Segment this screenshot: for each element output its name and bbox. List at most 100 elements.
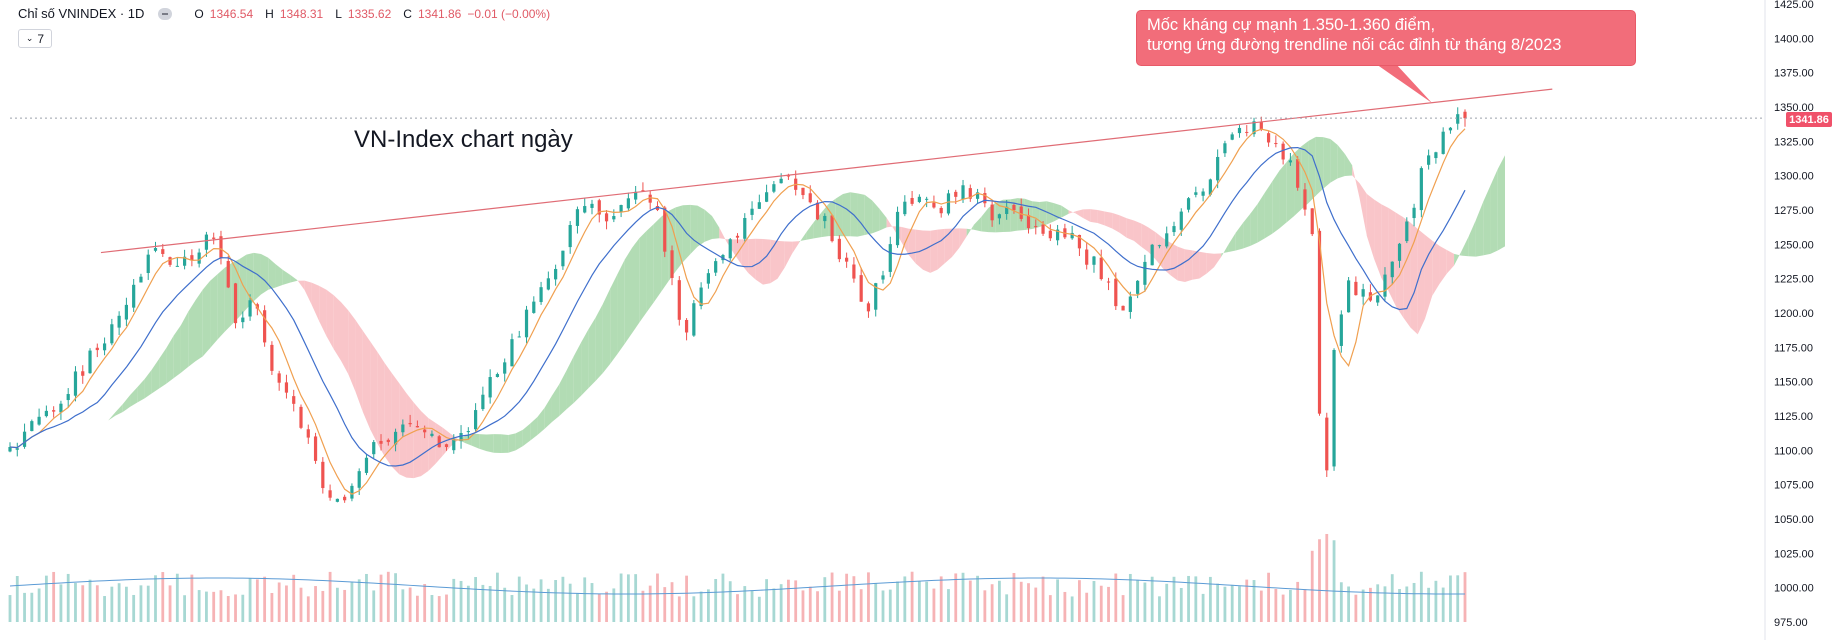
cloud-segment <box>784 241 793 268</box>
candle-body <box>641 190 645 192</box>
volume-bar <box>823 577 827 622</box>
hide-series-icon[interactable] <box>158 7 173 20</box>
volume-bar <box>1267 572 1270 622</box>
cloud-segment <box>952 228 960 257</box>
cloud-segment <box>319 285 327 337</box>
cloud-segment <box>1446 249 1455 274</box>
candle-body <box>299 406 303 428</box>
cloud-segment <box>130 387 138 407</box>
volume-bar <box>423 584 427 622</box>
cloud-segment <box>1483 185 1491 256</box>
volume-bar <box>597 593 601 622</box>
candle-body <box>866 303 871 312</box>
cloud-segment <box>581 329 589 396</box>
volume-bar <box>52 571 56 622</box>
candle-body <box>1194 192 1198 195</box>
candle-body <box>401 424 405 433</box>
cloud-segment <box>602 288 611 373</box>
candle-body <box>292 396 296 404</box>
candle-body <box>1026 215 1031 229</box>
y-tick-label: 975.00 <box>1774 617 1808 629</box>
y-tick-label: 1300.00 <box>1774 171 1814 183</box>
volume-bar <box>110 586 114 622</box>
volume-bar <box>670 582 674 622</box>
symbol-title[interactable]: Chỉ số VNINDEX · 1D <box>18 6 145 21</box>
candle-body <box>1230 134 1234 140</box>
y-tick-label: 1375.00 <box>1774 68 1814 80</box>
cloud-segment <box>1279 161 1287 229</box>
volume-bar <box>66 573 70 622</box>
candle-body <box>910 197 914 204</box>
cloud-segment <box>1243 213 1251 249</box>
volume-bar <box>292 574 296 622</box>
candle-body <box>1339 314 1343 346</box>
cloud-segment <box>159 347 167 389</box>
volume-bar <box>830 572 834 622</box>
volume-bar <box>1303 589 1307 622</box>
volume-bar <box>401 589 405 622</box>
candle-body <box>1121 305 1125 311</box>
cloud-segment <box>1468 220 1476 257</box>
candle-body <box>706 273 710 284</box>
volume-bar <box>1434 580 1438 622</box>
cloud-segment <box>857 193 865 237</box>
candle-body <box>692 303 696 336</box>
cloud-segment <box>210 274 218 349</box>
indicators-toggle-button[interactable]: ⌄ 7 <box>18 29 52 48</box>
candlesticks <box>8 107 1467 503</box>
volume-bar <box>1419 571 1423 622</box>
volume-bar <box>699 591 703 622</box>
candle-body <box>495 374 500 377</box>
cloud-segment <box>813 212 822 239</box>
candle-body <box>975 192 980 199</box>
cloud-segment <box>1184 249 1193 283</box>
candle-body <box>728 239 732 259</box>
close-label: C <box>403 6 412 21</box>
resistance-annotation[interactable]: Mốc kháng cự mạnh 1.350-1.360 điểm, tươn… <box>1136 10 1636 66</box>
cloud-segment <box>1410 222 1418 335</box>
volume-bar <box>867 572 870 622</box>
candle-body <box>946 193 951 214</box>
cloud-segment <box>479 434 487 452</box>
candle-body <box>474 410 478 430</box>
cloud-segment <box>108 412 116 421</box>
volume-bar <box>1150 576 1154 622</box>
candle-body <box>37 416 41 425</box>
volume-bar <box>183 595 186 622</box>
cloud-segment <box>879 208 887 231</box>
candle-body <box>575 209 580 226</box>
volume-bar <box>74 582 77 622</box>
candle-body <box>1427 155 1431 165</box>
candle-body <box>743 217 747 239</box>
candle-body <box>983 193 987 204</box>
cloud-segment <box>362 330 371 430</box>
candle-body <box>604 213 609 222</box>
volume-bar <box>1158 596 1161 622</box>
last-price-label: 1341.86 <box>1786 112 1832 127</box>
cloud-segment <box>1163 238 1171 276</box>
volume-bar <box>306 596 310 622</box>
candle-body <box>997 214 1001 219</box>
candle-body <box>874 283 878 310</box>
volume-bar <box>408 587 412 622</box>
volume-bar <box>219 590 223 622</box>
volume-bar <box>1281 594 1285 622</box>
volume-bar <box>1165 583 1169 622</box>
volume-bar <box>1194 576 1198 622</box>
resistance-trendline <box>100 88 1553 254</box>
volume-bar <box>714 579 718 622</box>
volume-bar <box>350 582 354 622</box>
candle-body <box>1208 179 1212 195</box>
candle-body <box>270 344 274 371</box>
candle-body <box>1165 233 1169 247</box>
volume-bar <box>1412 582 1416 622</box>
cloud-segment <box>653 216 662 303</box>
volume-bar <box>255 579 259 622</box>
cloud-segment <box>64 437 72 443</box>
volume-bar <box>437 596 441 622</box>
volume-bar <box>1427 587 1431 622</box>
cloud-segment <box>1039 201 1047 228</box>
cloud-segment <box>610 274 618 364</box>
cloud-segment <box>268 257 276 290</box>
